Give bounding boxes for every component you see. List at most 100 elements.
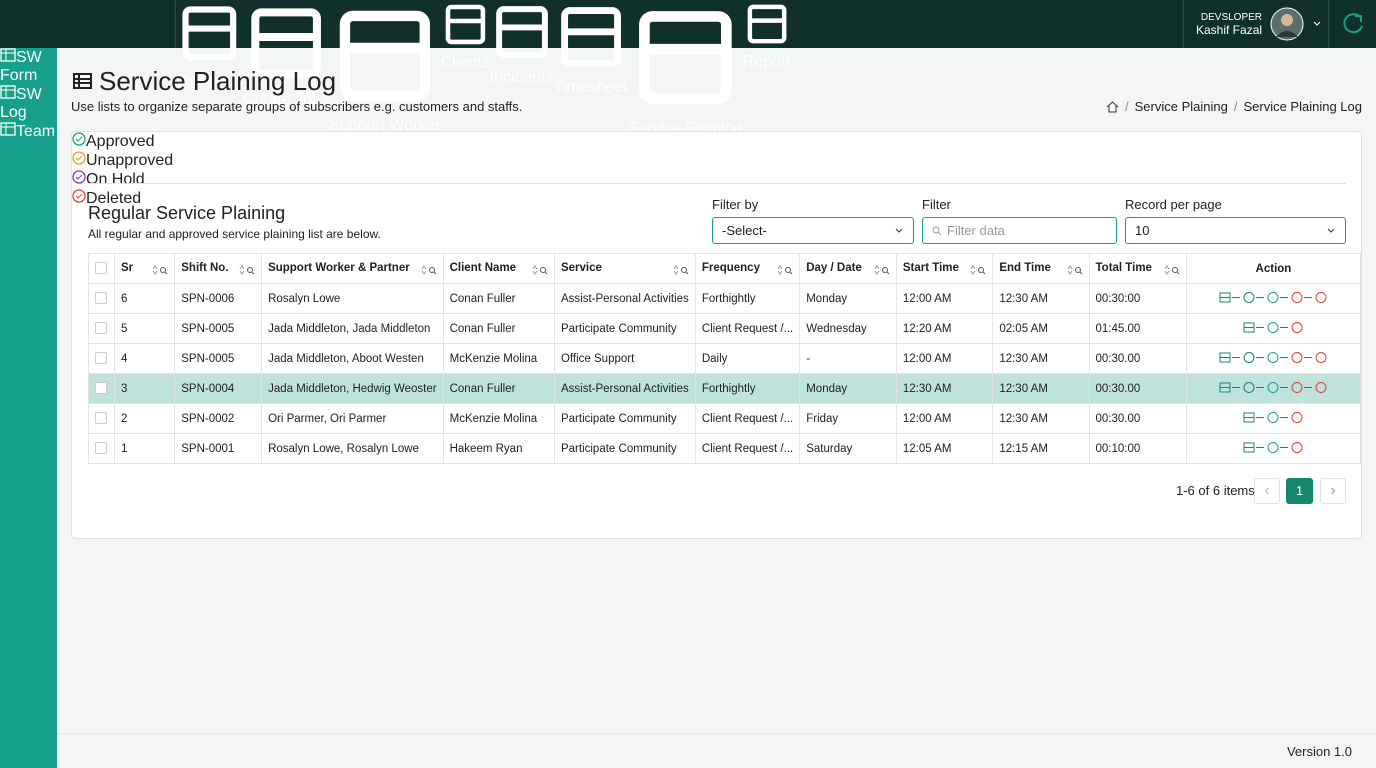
column-title: Sr xyxy=(121,262,133,274)
checkbox[interactable] xyxy=(95,352,107,364)
column-title: Day / Date xyxy=(806,262,862,274)
side-item[interactable]: SW Log xyxy=(0,85,57,122)
table-row: 5SPN-0005Jada Middleton, Jada MiddletonC… xyxy=(89,314,1361,344)
nav-item[interactable]: Support Worker xyxy=(329,0,441,48)
header-cell: Frequency xyxy=(695,254,799,284)
checkbox[interactable] xyxy=(95,382,107,394)
column-title: Support Worker & Partner xyxy=(268,262,410,274)
header-cell xyxy=(89,254,115,284)
cell: Conan Fuller xyxy=(443,374,554,404)
user-menu[interactable]: DEVSLOPERKashif Fazal xyxy=(1183,0,1329,48)
cell: SPN-0001 xyxy=(175,434,262,464)
select-value: 10 xyxy=(1135,223,1149,238)
cell: Conan Fuller xyxy=(443,284,554,314)
column-title: Service xyxy=(561,262,602,274)
nav-item[interactable]: Clients xyxy=(441,0,490,48)
cell: Ori Parmer, Ori Parmer xyxy=(262,404,444,434)
checkbox[interactable] xyxy=(95,262,107,274)
tab[interactable]: Approved xyxy=(72,132,1361,151)
nav-item[interactable]: Service Plaining xyxy=(628,0,743,48)
nav-item[interactable]: Timesheet xyxy=(554,0,628,48)
cell: Assist-Personal Activities xyxy=(554,374,695,404)
cell: 00:30:00 xyxy=(1089,284,1186,314)
cell: Daily xyxy=(695,344,799,374)
cell: Forthightly xyxy=(695,374,799,404)
tab-label: On Hold xyxy=(86,171,145,188)
side-item[interactable]: Team xyxy=(0,122,57,141)
nav-item[interactable]: Report xyxy=(743,0,791,48)
logo xyxy=(0,0,176,48)
page-title: Service Plaining Log xyxy=(99,66,336,97)
filter-label: Filter xyxy=(922,197,951,212)
data-table: SrShift No.Support Worker & PartnerClien… xyxy=(88,253,1361,464)
cell: Jada Middleton, Jada Middleton xyxy=(262,314,444,344)
tab[interactable]: Unapproved xyxy=(72,151,1361,170)
cell: Monday xyxy=(800,374,897,404)
row-actions[interactable] xyxy=(1243,441,1304,454)
chevron xyxy=(1312,19,1322,29)
nav-label: Report xyxy=(743,53,791,70)
nav-item[interactable]: Incidents xyxy=(490,0,554,48)
header-cell: Total Time xyxy=(1089,254,1186,284)
pagination-summary: 1-6 of 6 items xyxy=(1176,483,1255,498)
nav-item[interactable]: Create Jobs xyxy=(243,0,329,48)
records-select[interactable]: 10 xyxy=(1125,217,1346,244)
select-value: -Select- xyxy=(722,223,767,238)
action-cell xyxy=(1186,434,1360,464)
cell: Wednesday xyxy=(800,314,897,344)
cell: McKenzie Molina xyxy=(443,404,554,434)
cell: 12:00 AM xyxy=(896,284,992,314)
top-bar: OverviewCreate JobsSupport WorkerClients… xyxy=(0,0,1376,48)
row-actions[interactable] xyxy=(1219,381,1328,394)
cell: SPN-0005 xyxy=(175,314,262,344)
row-actions[interactable] xyxy=(1219,291,1328,304)
cell: SPN-0002 xyxy=(175,404,262,434)
refresh-button[interactable] xyxy=(1340,11,1366,37)
cell: Client Request /... xyxy=(695,434,799,464)
cell: Jada Middleton, Hedwig Weoster xyxy=(262,374,444,404)
nav-item[interactable]: Overview xyxy=(176,0,243,48)
row-actions[interactable] xyxy=(1243,411,1304,424)
row-actions[interactable] xyxy=(1243,321,1304,334)
column-title: Start Time xyxy=(903,262,959,274)
cell: SPN-0005 xyxy=(175,344,262,374)
action-cell xyxy=(1186,404,1360,434)
nav-label: Incidents xyxy=(490,69,554,86)
table-row: 4SPN-0005Jada Middleton, Aboot WestenMcK… xyxy=(89,344,1361,374)
cell: 12:20 AM xyxy=(896,314,992,344)
page-button[interactable]: 1 xyxy=(1286,478,1313,504)
cell: 6 xyxy=(114,284,174,314)
tab[interactable]: On Hold xyxy=(72,170,1361,189)
avatar xyxy=(1270,7,1304,41)
header-cell: Action xyxy=(1186,254,1360,284)
home-icon[interactable] xyxy=(1106,101,1119,113)
cell: 00:10:00 xyxy=(1089,434,1186,464)
filter-by-label: Filter by xyxy=(712,197,758,212)
cell: 00:30.00 xyxy=(1089,374,1186,404)
cell: 2 xyxy=(114,404,174,434)
page-subtitle: Use lists to organize separate groups of… xyxy=(71,99,522,114)
checkbox[interactable] xyxy=(95,292,107,304)
row-actions[interactable] xyxy=(1219,351,1328,364)
cell: Monday xyxy=(800,284,897,314)
cell: 12:05 AM xyxy=(896,434,992,464)
filter-by-select[interactable]: -Select- xyxy=(712,217,914,244)
cell: 12:30 AM xyxy=(993,344,1089,374)
action-cell xyxy=(1186,314,1360,344)
checkbox[interactable] xyxy=(95,412,107,424)
cell: McKenzie Molina xyxy=(443,344,554,374)
cell: 12:00 AM xyxy=(896,344,992,374)
cell: 01:45.00 xyxy=(1089,314,1186,344)
prev-page[interactable]: ‹ xyxy=(1254,478,1280,504)
checkbox[interactable] xyxy=(95,442,107,454)
next-page[interactable]: › xyxy=(1320,478,1346,504)
cell: 12:00 AM xyxy=(896,404,992,434)
side-item[interactable]: SW Form xyxy=(0,48,57,85)
header-row: SrShift No.Support Worker & PartnerClien… xyxy=(89,254,1361,284)
cell: Participate Community xyxy=(554,434,695,464)
checkbox[interactable] xyxy=(95,322,107,334)
header-cell: Service xyxy=(554,254,695,284)
filter-input[interactable]: Filter data xyxy=(922,217,1117,244)
cell xyxy=(89,284,115,314)
breadcrumb-link[interactable]: Service Plaining xyxy=(1135,99,1228,114)
